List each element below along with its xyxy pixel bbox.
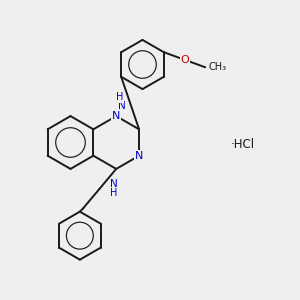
Text: N: N <box>118 101 126 111</box>
Text: N: N <box>110 179 118 189</box>
Text: H: H <box>116 92 123 102</box>
Text: CH₃: CH₃ <box>208 62 226 72</box>
Text: O: O <box>181 55 189 65</box>
Text: N: N <box>135 151 143 161</box>
Text: N: N <box>112 111 120 121</box>
Text: ·HCl: ·HCl <box>231 137 255 151</box>
Text: H: H <box>110 188 117 198</box>
